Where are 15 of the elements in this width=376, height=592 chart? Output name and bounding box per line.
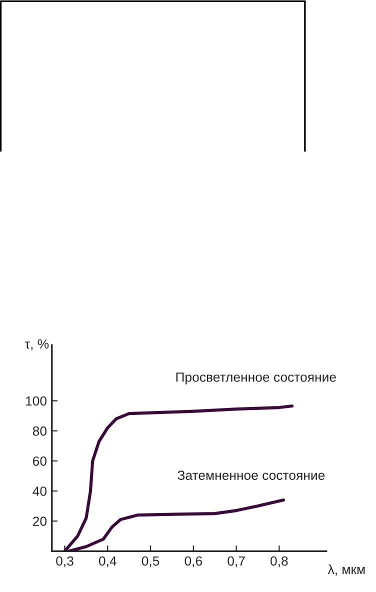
y-tick-label: 80 [32,426,47,436]
y-tick-label: 20 [33,516,47,526]
text: Просветленное состояние [176,372,336,384]
text: Затемненное состояние [178,470,325,480]
x-tick-label: 0,5 [142,556,160,568]
y-tick-label: 100 [26,396,47,406]
y-tick-label: 60 [33,456,47,466]
y-tick-label: 40 [32,486,47,496]
x-tick-label: 0,3 [56,556,74,568]
x-tick-label: 0,7 [228,556,245,568]
y-axis-title: τ, % [25,339,49,350]
x-tick-label: 0,4 [98,556,116,568]
x-tick-label: 0,6 [184,556,202,568]
x-tick-label: 0,8 [270,556,288,568]
x-axis-title: λ, мкм [328,564,365,576]
